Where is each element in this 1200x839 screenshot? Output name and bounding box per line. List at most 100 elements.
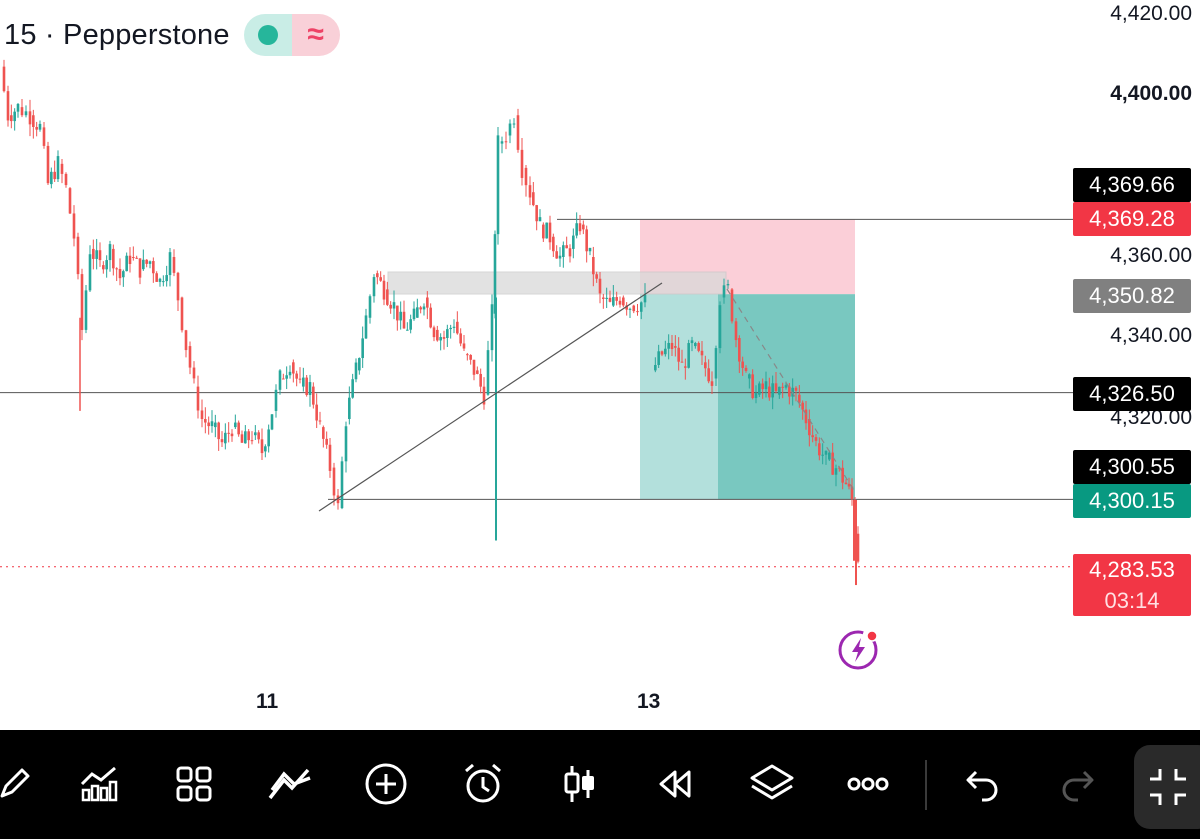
candle-down — [781, 386, 784, 388]
candle-down — [429, 307, 432, 328]
candle-up — [588, 247, 592, 252]
candle-down — [145, 259, 148, 264]
undo-icon[interactable] — [954, 756, 1010, 812]
fullscreen-button[interactable] — [1134, 745, 1200, 829]
candle-up — [764, 381, 768, 390]
entry-badge[interactable]: 4,350.82 — [1073, 279, 1191, 313]
candle-up — [639, 302, 643, 312]
candle-down — [622, 297, 625, 306]
candle-down — [602, 297, 605, 299]
stop-loss-badge[interactable]: 4,369.66 — [1073, 168, 1191, 202]
candle-down — [707, 368, 710, 382]
candle-down — [469, 354, 472, 360]
candle-down — [184, 330, 188, 351]
candle-down — [774, 383, 778, 392]
layout-grid-icon[interactable] — [166, 756, 222, 812]
candle-down — [578, 223, 582, 232]
candle-down — [230, 433, 234, 437]
add-icon[interactable] — [358, 756, 414, 812]
price-chart[interactable] — [0, 0, 1200, 730]
candle-up — [254, 432, 257, 436]
candle-down — [768, 386, 771, 398]
candle-down — [250, 440, 254, 442]
level-badge[interactable]: 4,326.50 — [1073, 377, 1191, 411]
candle-up — [125, 255, 128, 272]
candle-down — [20, 107, 24, 116]
candle-up — [545, 222, 548, 239]
candle-down — [328, 444, 332, 471]
candle-down — [548, 222, 552, 243]
candle-down — [389, 304, 392, 309]
candle-down — [237, 422, 240, 435]
candle-down — [282, 378, 285, 380]
more-icon[interactable] — [840, 756, 896, 812]
candle-down — [528, 185, 532, 198]
projection-line — [726, 288, 856, 493]
candle-up — [558, 255, 562, 259]
candle-down — [76, 236, 80, 275]
candle-up — [162, 281, 165, 283]
replay-icon[interactable] — [647, 756, 703, 812]
candle-down — [200, 410, 204, 420]
lightning-alert-icon[interactable] — [837, 629, 879, 671]
pencil-icon[interactable] — [0, 756, 42, 812]
candles-icon[interactable] — [552, 756, 608, 812]
candle-down — [260, 439, 264, 454]
candle-down — [552, 236, 555, 252]
candle-down — [336, 495, 340, 504]
candle-up — [784, 385, 788, 388]
candle-down — [442, 337, 446, 339]
candle-up — [302, 377, 305, 387]
candle-down — [257, 432, 260, 440]
candle-down — [118, 268, 122, 279]
symbol-title[interactable]: 15 · Pepperstone — [4, 18, 230, 51]
candle-up — [508, 123, 512, 136]
candle-down — [32, 115, 35, 127]
redo-icon[interactable] — [1050, 756, 1106, 812]
take-profit-badge[interactable]: 4,300.15 — [1073, 484, 1191, 518]
candle-up — [340, 461, 344, 509]
compare-icon[interactable] — [262, 756, 318, 812]
candle-up — [372, 277, 376, 297]
candle-down — [196, 386, 200, 411]
trend-line — [318, 282, 663, 512]
candle-down — [608, 297, 612, 302]
candle-down — [625, 305, 628, 310]
market-status-pill[interactable]: ≈ — [243, 14, 340, 56]
candle-up — [821, 454, 824, 456]
candle-down — [710, 381, 714, 386]
candle-up — [358, 358, 361, 371]
candle-up — [142, 259, 145, 270]
indicators-icon[interactable] — [71, 756, 127, 812]
toolbar-divider — [925, 760, 927, 810]
alarm-icon[interactable] — [455, 756, 511, 812]
date-label: 11 — [256, 690, 279, 713]
candle-up — [612, 297, 615, 306]
rectangle-zone — [387, 271, 727, 295]
candle-down — [568, 248, 572, 257]
target-price-badge[interactable]: 4,300.55 — [1073, 450, 1191, 484]
candle-up — [308, 382, 312, 395]
stop-loss-line-badge[interactable]: 4,369.28 — [1073, 202, 1191, 236]
candle-down — [318, 420, 322, 422]
last-price-badge[interactable]: 4,283.53 03:14 — [1073, 554, 1191, 616]
candle-up — [758, 383, 761, 395]
candle-down — [801, 402, 804, 410]
bottom-toolbar — [0, 730, 1200, 839]
candle-down — [332, 467, 336, 496]
candle-down — [112, 248, 115, 269]
candle-down — [379, 277, 382, 281]
candle-down — [582, 224, 585, 230]
candle-down — [80, 274, 84, 330]
candle-down — [636, 311, 639, 313]
candle-down — [53, 171, 56, 180]
candle-up — [824, 450, 828, 455]
chart-area[interactable]: 15 · Pepperstone ≈ 4,420.00 4,400.00 4,3… — [0, 0, 1200, 730]
candle-up — [572, 235, 575, 249]
candle-up — [714, 348, 718, 379]
candle-down — [684, 366, 687, 368]
candle-up — [364, 315, 368, 339]
candle-down — [595, 274, 598, 279]
candle-down — [402, 311, 406, 329]
layers-icon[interactable] — [744, 756, 800, 812]
